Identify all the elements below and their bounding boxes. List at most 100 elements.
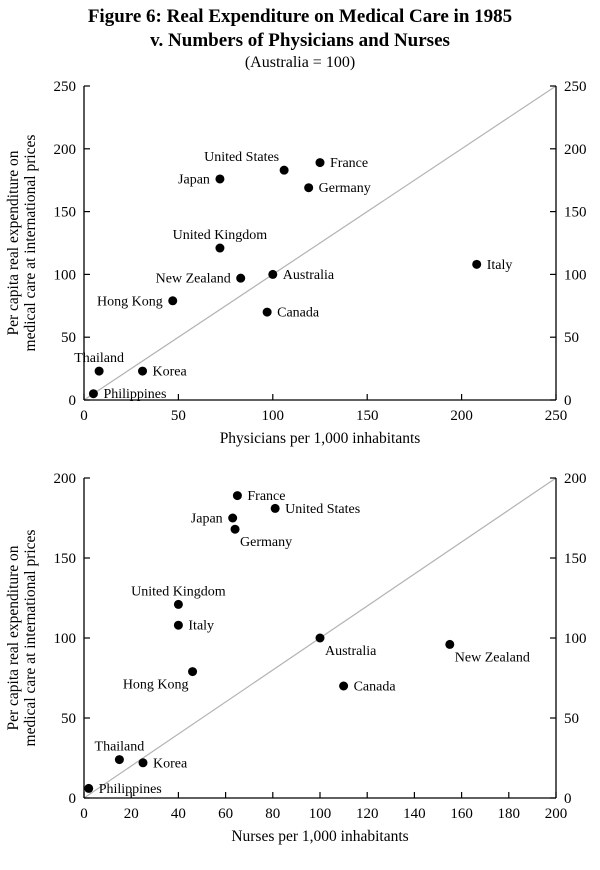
y-tick-label-right: 200 <box>564 471 587 487</box>
data-point <box>270 503 280 513</box>
data-point <box>262 307 272 317</box>
point-label: United Kingdom <box>173 228 268 243</box>
y-tick-label-left: 150 <box>54 204 77 220</box>
point-label: United States <box>285 501 360 516</box>
y-tick-label-right: 100 <box>564 631 587 647</box>
y-tick-label-left: 150 <box>54 551 77 567</box>
data-point <box>215 243 225 253</box>
point-label: Italy <box>487 257 513 272</box>
data-point <box>268 269 278 279</box>
x-axis-title: Physicians per 1,000 inhabitants <box>220 430 421 447</box>
y-tick-label-left: 100 <box>54 631 77 647</box>
y-tick-label-left: 50 <box>61 330 76 346</box>
x-tick-label: 20 <box>124 806 139 822</box>
x-tick-label: 50 <box>171 408 186 424</box>
point-label: France <box>247 489 285 504</box>
y-tick-label-left: 50 <box>61 711 76 727</box>
y-tick-label-right: 200 <box>564 141 587 157</box>
point-label: New Zealand <box>455 650 530 665</box>
point-label: Thailand <box>74 351 124 366</box>
point-label: Philippines <box>103 387 166 402</box>
x-tick-label: 120 <box>356 806 379 822</box>
data-point <box>230 524 240 534</box>
point-label: Japan <box>191 511 223 526</box>
x-tick-label: 100 <box>309 806 332 822</box>
point-label: Germany <box>319 181 371 196</box>
y-tick-label-left: 200 <box>54 471 77 487</box>
data-point <box>445 639 455 649</box>
point-label: Canada <box>354 679 397 694</box>
y-tick-label-right: 150 <box>564 204 587 220</box>
data-point <box>168 295 178 305</box>
x-tick-label: 200 <box>450 408 473 424</box>
point-label: United States <box>204 150 279 165</box>
x-tick-label: 0 <box>80 408 88 424</box>
y-axis-title-line2: medical care at international prices <box>22 134 39 351</box>
point-label: Australia <box>283 267 335 282</box>
data-point <box>232 490 242 500</box>
x-tick-label: 160 <box>450 806 473 822</box>
x-tick-label: 60 <box>218 806 233 822</box>
data-point <box>339 681 349 690</box>
y-axis-title-line1: Per capita real expenditure on <box>5 545 22 730</box>
x-tick-label: 100 <box>262 408 285 424</box>
data-point <box>138 366 148 376</box>
data-point <box>236 273 246 283</box>
y-tick-label-left: 200 <box>54 141 77 157</box>
point-label: Thailand <box>95 739 145 754</box>
figure-title-line1: Figure 6: Real Expenditure on Medical Ca… <box>87 6 513 27</box>
y-axis-title-line1: Per capita real expenditure on <box>5 150 22 335</box>
y-tick-label-left: 100 <box>54 267 77 283</box>
point-label: United Kingdom <box>131 584 226 599</box>
point-label: Hong Kong <box>97 294 163 309</box>
x-tick-label: 200 <box>545 806 568 822</box>
figure-subtitle: (Australia = 100) <box>244 53 356 71</box>
data-point <box>315 157 325 167</box>
data-point <box>88 388 98 398</box>
data-point <box>94 366 104 376</box>
x-tick-label: 40 <box>171 806 186 822</box>
point-label: Philippines <box>99 781 162 796</box>
point-label: Germany <box>240 535 292 550</box>
data-point <box>173 599 183 609</box>
point-label: Italy <box>188 618 214 633</box>
data-point <box>173 620 183 630</box>
figure-title: Figure 6: Real Expenditure on Medical Ca… <box>0 5 600 53</box>
point-label: Japan <box>178 172 210 187</box>
point-label: Australia <box>325 644 377 659</box>
figure-title-line2: v. Numbers of Physicians and Nurses <box>150 29 450 51</box>
point-label: Hong Kong <box>123 677 189 692</box>
point-label: Canada <box>277 305 320 320</box>
y-axis-title-line2: medical care at international prices <box>22 529 39 746</box>
y-tick-label-right: 50 <box>564 711 579 727</box>
x-tick-label: 250 <box>545 408 568 424</box>
y-tick-label-right: 0 <box>564 791 572 807</box>
x-tick-label: 140 <box>403 806 426 822</box>
data-point <box>315 633 325 642</box>
point-label: France <box>330 156 368 171</box>
y-tick-label-right: 0 <box>564 393 572 409</box>
data-point <box>215 173 225 183</box>
y-tick-label-right: 150 <box>564 551 587 567</box>
data-point <box>228 513 238 522</box>
x-tick-label: 150 <box>356 408 379 424</box>
x-tick-label: 0 <box>80 806 88 822</box>
point-label: Korea <box>153 364 188 379</box>
data-point <box>472 259 482 269</box>
y-tick-label-right: 250 <box>564 79 587 95</box>
x-axis-title: Nurses per 1,000 inhabitants <box>231 828 408 845</box>
y-tick-label-left: 250 <box>54 79 77 95</box>
data-point <box>138 757 148 767</box>
data-point <box>279 165 289 175</box>
y-tick-label-left: 0 <box>69 393 77 409</box>
y-tick-label-right: 100 <box>564 267 587 283</box>
x-tick-label: 80 <box>265 806 280 822</box>
data-point <box>84 783 94 793</box>
y-tick-label-left: 0 <box>69 791 77 807</box>
point-label: New Zealand <box>156 271 231 286</box>
data-point <box>304 182 314 192</box>
data-point <box>114 754 124 764</box>
